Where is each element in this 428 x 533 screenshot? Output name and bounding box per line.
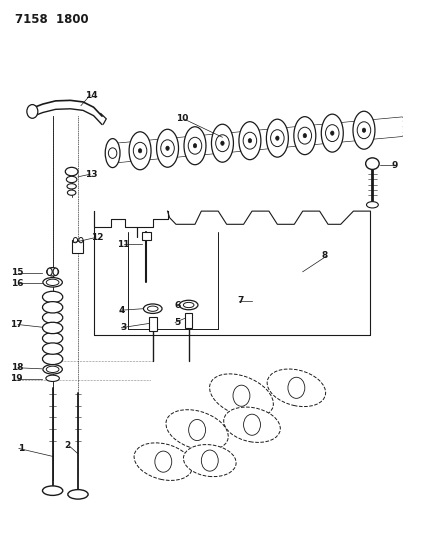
Ellipse shape [43, 278, 62, 287]
Bar [149, 317, 157, 332]
Circle shape [166, 146, 169, 150]
Ellipse shape [47, 268, 59, 276]
Ellipse shape [184, 445, 236, 477]
Circle shape [138, 149, 142, 153]
Polygon shape [115, 117, 402, 163]
Text: 1: 1 [18, 444, 24, 453]
Text: 18: 18 [11, 364, 23, 372]
Text: 16: 16 [11, 279, 23, 288]
Text: 7158  1800: 7158 1800 [15, 13, 89, 26]
Ellipse shape [42, 333, 63, 344]
Circle shape [288, 377, 305, 398]
Circle shape [161, 140, 174, 157]
Text: 15: 15 [11, 268, 23, 277]
Ellipse shape [66, 176, 77, 183]
Circle shape [189, 419, 205, 441]
Ellipse shape [366, 201, 378, 208]
Ellipse shape [46, 375, 59, 382]
Bar [142, 232, 151, 240]
Ellipse shape [148, 306, 158, 311]
Ellipse shape [129, 132, 151, 169]
Ellipse shape [157, 130, 178, 167]
Ellipse shape [366, 158, 379, 169]
Text: 6: 6 [175, 301, 181, 310]
Ellipse shape [47, 268, 52, 276]
Ellipse shape [210, 374, 273, 417]
Ellipse shape [294, 117, 316, 155]
Circle shape [357, 122, 371, 139]
Ellipse shape [353, 111, 375, 149]
Text: 5: 5 [174, 318, 180, 327]
Text: 13: 13 [85, 169, 98, 179]
Circle shape [108, 148, 117, 158]
Ellipse shape [321, 114, 343, 152]
Ellipse shape [46, 366, 59, 373]
Text: 7: 7 [237, 296, 244, 305]
Circle shape [201, 450, 218, 471]
Circle shape [248, 139, 252, 143]
Circle shape [270, 130, 284, 147]
Ellipse shape [211, 124, 233, 162]
Text: 17: 17 [10, 320, 23, 329]
Ellipse shape [266, 119, 288, 157]
Ellipse shape [105, 139, 120, 167]
Text: 10: 10 [176, 114, 189, 123]
Text: 19: 19 [10, 374, 23, 383]
Ellipse shape [73, 238, 77, 243]
Ellipse shape [68, 190, 76, 195]
Circle shape [330, 131, 334, 135]
Ellipse shape [42, 486, 63, 495]
Circle shape [298, 127, 312, 144]
Text: 12: 12 [91, 233, 103, 242]
Ellipse shape [267, 369, 326, 407]
Circle shape [27, 104, 38, 118]
Ellipse shape [67, 184, 76, 189]
Ellipse shape [143, 304, 162, 313]
Circle shape [233, 385, 250, 406]
Circle shape [221, 141, 224, 146]
Ellipse shape [42, 302, 63, 313]
Circle shape [155, 451, 172, 472]
Text: 8: 8 [322, 252, 328, 261]
Text: 3: 3 [120, 323, 127, 332]
Ellipse shape [183, 302, 194, 308]
Text: 2: 2 [64, 441, 70, 450]
Circle shape [188, 138, 202, 154]
Text: 11: 11 [117, 240, 130, 249]
Circle shape [243, 132, 257, 149]
Ellipse shape [65, 167, 78, 176]
Ellipse shape [134, 443, 193, 480]
Bar [72, 240, 83, 253]
Circle shape [193, 143, 197, 148]
Ellipse shape [43, 365, 62, 374]
Ellipse shape [239, 122, 261, 160]
Ellipse shape [184, 127, 206, 165]
Ellipse shape [42, 353, 63, 365]
Ellipse shape [166, 410, 228, 450]
Circle shape [133, 142, 147, 159]
Ellipse shape [42, 292, 63, 303]
Ellipse shape [68, 490, 88, 499]
Ellipse shape [42, 312, 63, 324]
Ellipse shape [53, 268, 58, 276]
Circle shape [276, 136, 279, 140]
Ellipse shape [79, 238, 83, 243]
Text: 9: 9 [392, 161, 398, 169]
Circle shape [326, 125, 339, 142]
Ellipse shape [224, 407, 280, 442]
Ellipse shape [179, 300, 198, 310]
Ellipse shape [42, 322, 63, 334]
Circle shape [216, 135, 229, 152]
Bar [185, 313, 192, 328]
Text: 14: 14 [85, 91, 98, 100]
Ellipse shape [46, 279, 59, 286]
Ellipse shape [42, 343, 63, 354]
Circle shape [244, 414, 261, 435]
Circle shape [362, 128, 366, 132]
Text: 4: 4 [119, 306, 125, 315]
Circle shape [303, 134, 306, 138]
